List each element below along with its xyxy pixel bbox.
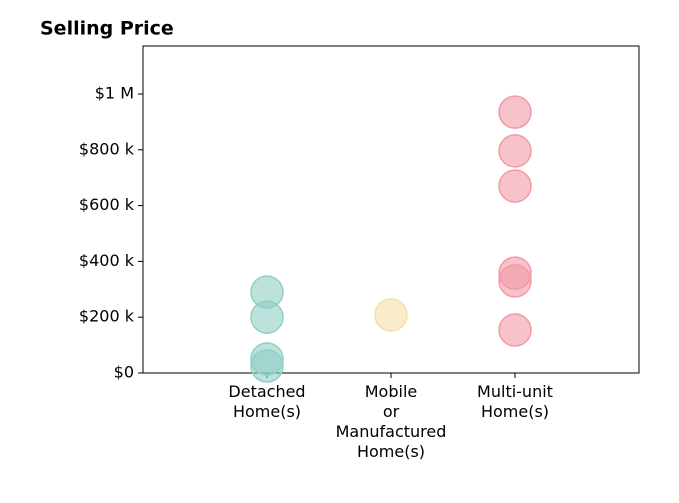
x-tick-label: Multi-unit Home(s) (477, 382, 553, 421)
x-tick-label: Detached Home(s) (228, 382, 306, 421)
y-tick-label: $0 (114, 363, 134, 382)
y-tick-label: $800 k (79, 139, 135, 158)
point (498, 134, 532, 168)
point (250, 349, 284, 383)
x-tick-label: Mobile or Manufactured Home(s) (335, 382, 447, 461)
point (498, 264, 532, 298)
y-tick-label: $600 k (79, 195, 135, 214)
point (498, 95, 532, 129)
y-tick-label: $200 k (79, 307, 135, 326)
y-tick-label: $1 M (95, 83, 134, 102)
point (250, 300, 284, 334)
point (498, 313, 532, 347)
point (498, 169, 532, 203)
chart-title: Selling Price (40, 18, 174, 40)
point (374, 298, 408, 332)
y-tick-label: $400 k (79, 251, 135, 270)
